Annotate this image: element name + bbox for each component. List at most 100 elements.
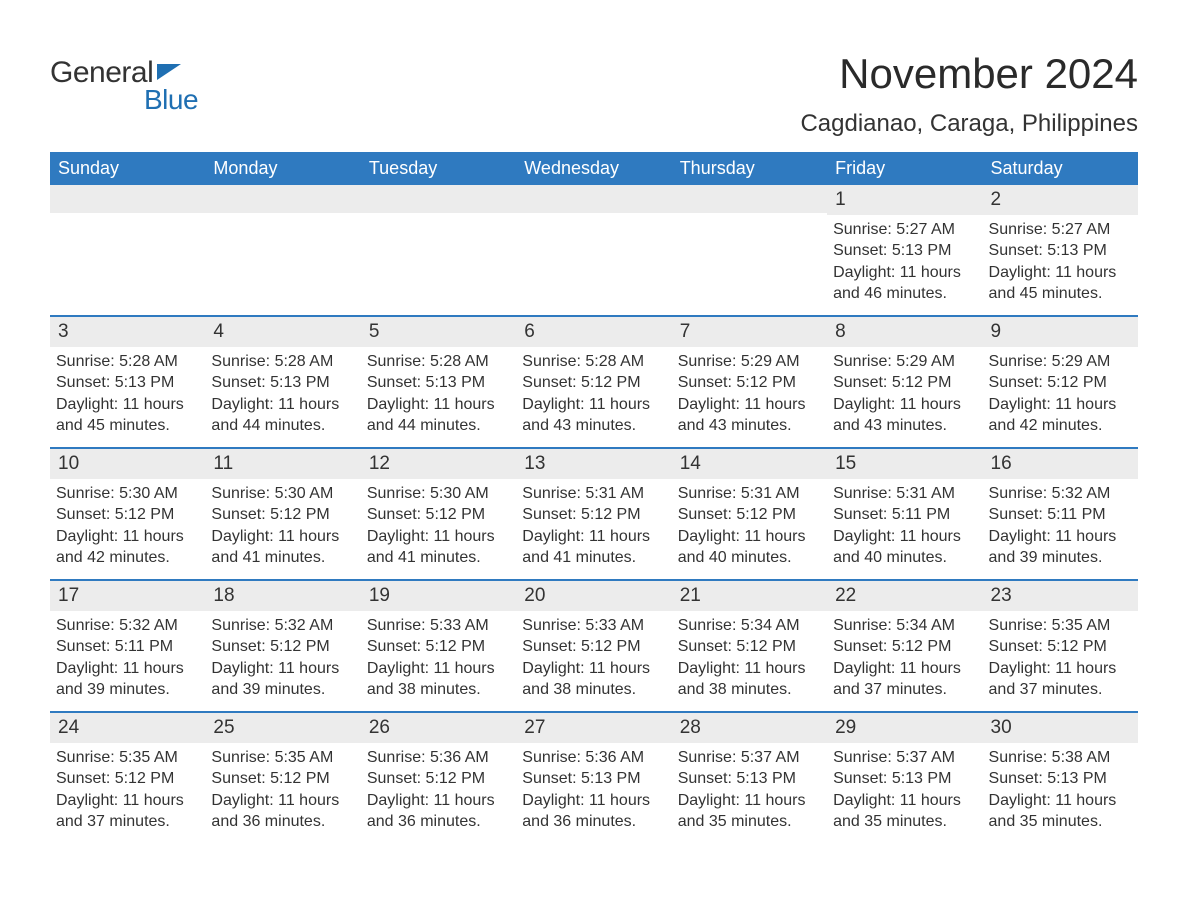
weekday-header: Monday <box>205 152 360 185</box>
day-sunrise: Sunrise: 5:32 AM <box>56 615 199 637</box>
day-sunset: Sunset: 5:13 PM <box>211 372 354 394</box>
day-cell: 27Sunrise: 5:36 AMSunset: 5:13 PMDayligh… <box>516 713 671 843</box>
day-cell <box>516 185 671 315</box>
day-daylight2: and 43 minutes. <box>522 415 665 437</box>
day-number: 1 <box>827 185 982 215</box>
day-daylight1: Daylight: 11 hours <box>56 394 199 416</box>
day-cell: 4 Sunrise: 5:28 AMSunset: 5:13 PMDaylight… <box>205 317 360 447</box>
day-number: 12 <box>361 449 516 479</box>
day-sunrise: Sunrise: 5:30 AM <box>56 483 199 505</box>
day-number <box>50 185 205 213</box>
weekday-header: Wednesday <box>516 152 671 185</box>
day-daylight2: and 38 minutes. <box>367 679 510 701</box>
day-number: 10 <box>50 449 205 479</box>
day-daylight1: Daylight: 11 hours <box>989 790 1132 812</box>
day-cell: 3Sunrise: 5:28 AMSunset: 5:13 PMDaylight… <box>50 317 205 447</box>
day-sunrise: Sunrise: 5:36 AM <box>522 747 665 769</box>
day-sunrise: Sunrise: 5:33 AM <box>522 615 665 637</box>
day-daylight2: and 45 minutes. <box>989 283 1132 305</box>
day-daylight1: Daylight: 11 hours <box>989 658 1132 680</box>
day-daylight1: Daylight: 11 hours <box>522 658 665 680</box>
day-cell: 9Sunrise: 5:29 AMSunset: 5:12 PMDaylight… <box>983 317 1138 447</box>
day-sunrise: Sunrise: 5:35 AM <box>211 747 354 769</box>
day-daylight1: Daylight: 11 hours <box>211 526 354 548</box>
day-daylight2: and 38 minutes. <box>678 679 821 701</box>
day-sunrise: Sunrise: 5:27 AM <box>833 219 976 241</box>
day-number: 4 <box>205 317 360 347</box>
weekday-header: Sunday <box>50 152 205 185</box>
day-daylight2: and 35 minutes. <box>678 811 821 833</box>
day-daylight2: and 44 minutes. <box>367 415 510 437</box>
day-number: 2 <box>983 185 1138 215</box>
week-row: 10Sunrise: 5:30 AMSunset: 5:12 PMDayligh… <box>50 447 1138 579</box>
day-daylight1: Daylight: 11 hours <box>833 790 976 812</box>
day-number: 5 <box>361 317 516 347</box>
day-number: 7 <box>672 317 827 347</box>
day-daylight2: and 43 minutes. <box>833 415 976 437</box>
day-cell: 6Sunrise: 5:28 AMSunset: 5:12 PMDaylight… <box>516 317 671 447</box>
day-daylight1: Daylight: 11 hours <box>678 526 821 548</box>
day-daylight1: Daylight: 11 hours <box>522 526 665 548</box>
day-cell <box>672 185 827 315</box>
day-cell: 24Sunrise: 5:35 AMSunset: 5:12 PMDayligh… <box>50 713 205 843</box>
day-sunrise: Sunrise: 5:28 AM <box>367 351 510 373</box>
day-cell: 28Sunrise: 5:37 AMSunset: 5:13 PMDayligh… <box>672 713 827 843</box>
day-number: 24 <box>50 713 205 743</box>
day-sunrise: Sunrise: 5:37 AM <box>833 747 976 769</box>
day-daylight2: and 35 minutes. <box>833 811 976 833</box>
day-number <box>672 185 827 213</box>
day-sunset: Sunset: 5:12 PM <box>522 504 665 526</box>
day-cell: 18Sunrise: 5:32 AMSunset: 5:12 PMDayligh… <box>205 581 360 711</box>
day-cell: 7Sunrise: 5:29 AMSunset: 5:12 PMDaylight… <box>672 317 827 447</box>
day-daylight2: and 37 minutes. <box>56 811 199 833</box>
header: General Blue November 2024 Cagdianao, Ca… <box>50 50 1138 138</box>
day-cell <box>205 185 360 315</box>
day-daylight1: Daylight: 11 hours <box>522 394 665 416</box>
day-cell: 21Sunrise: 5:34 AMSunset: 5:12 PMDayligh… <box>672 581 827 711</box>
logo-triangle-icon <box>157 64 181 80</box>
day-cell: 14Sunrise: 5:31 AMSunset: 5:12 PMDayligh… <box>672 449 827 579</box>
day-number: 16 <box>983 449 1138 479</box>
day-cell: 25Sunrise: 5:35 AMSunset: 5:12 PMDayligh… <box>205 713 360 843</box>
day-sunrise: Sunrise: 5:35 AM <box>989 615 1132 637</box>
day-daylight2: and 43 minutes. <box>678 415 821 437</box>
day-daylight2: and 40 minutes. <box>833 547 976 569</box>
day-cell: 29Sunrise: 5:37 AMSunset: 5:13 PMDayligh… <box>827 713 982 843</box>
day-daylight1: Daylight: 11 hours <box>211 394 354 416</box>
day-daylight2: and 41 minutes. <box>367 547 510 569</box>
day-daylight1: Daylight: 11 hours <box>833 394 976 416</box>
day-number: 30 <box>983 713 1138 743</box>
day-cell <box>50 185 205 315</box>
day-number: 15 <box>827 449 982 479</box>
day-daylight1: Daylight: 11 hours <box>833 658 976 680</box>
day-sunset: Sunset: 5:12 PM <box>989 372 1132 394</box>
day-daylight2: and 36 minutes. <box>522 811 665 833</box>
day-sunset: Sunset: 5:12 PM <box>367 504 510 526</box>
day-number: 23 <box>983 581 1138 611</box>
day-cell: 5Sunrise: 5:28 AMSunset: 5:13 PMDaylight… <box>361 317 516 447</box>
day-sunrise: Sunrise: 5:30 AM <box>211 483 354 505</box>
day-number: 19 <box>361 581 516 611</box>
day-number: 25 <box>205 713 360 743</box>
day-sunset: Sunset: 5:12 PM <box>56 768 199 790</box>
day-daylight1: Daylight: 11 hours <box>678 790 821 812</box>
day-sunrise: Sunrise: 5:34 AM <box>833 615 976 637</box>
day-daylight1: Daylight: 11 hours <box>56 658 199 680</box>
day-number: 21 <box>672 581 827 611</box>
day-number <box>361 185 516 213</box>
day-daylight2: and 41 minutes. <box>211 547 354 569</box>
day-number: 13 <box>516 449 671 479</box>
day-sunset: Sunset: 5:12 PM <box>211 504 354 526</box>
day-daylight1: Daylight: 11 hours <box>989 262 1132 284</box>
day-cell: 11Sunrise: 5:30 AMSunset: 5:12 PMDayligh… <box>205 449 360 579</box>
day-daylight2: and 41 minutes. <box>522 547 665 569</box>
day-number: 18 <box>205 581 360 611</box>
week-row: 1Sunrise: 5:27 AMSunset: 5:13 PMDaylight… <box>50 185 1138 315</box>
day-cell: 2Sunrise: 5:27 AMSunset: 5:13 PMDaylight… <box>983 185 1138 315</box>
weekday-header: Friday <box>827 152 982 185</box>
week-row: 3Sunrise: 5:28 AMSunset: 5:13 PMDaylight… <box>50 315 1138 447</box>
day-number <box>516 185 671 213</box>
day-daylight1: Daylight: 11 hours <box>367 658 510 680</box>
day-sunset: Sunset: 5:12 PM <box>833 636 976 658</box>
day-sunrise: Sunrise: 5:28 AM <box>211 351 354 373</box>
